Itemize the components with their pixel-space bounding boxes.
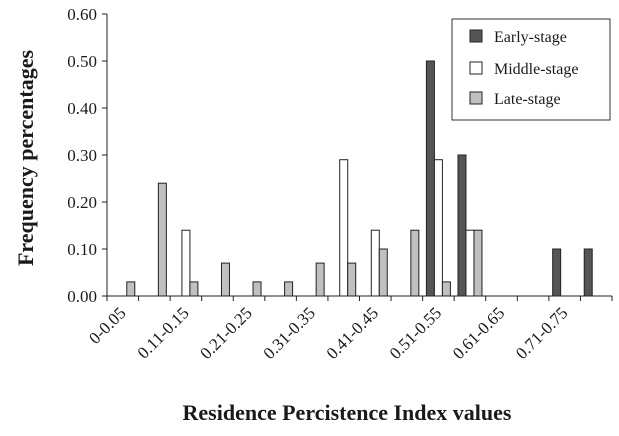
legend-swatch-early-stage [469,29,483,43]
bars [126,60,593,297]
bar-early-stage [425,60,435,297]
legend: Early-stage Middle-stage Late-stage [451,18,611,121]
x-tick-label: 0.41-0.45 [323,303,383,363]
y-tick-label: 0.40 [67,99,97,118]
bar-late-stage [284,281,294,297]
bar-late-stage [441,281,451,297]
bar-late-stage [473,229,483,297]
x-axis-title: Residence Percistence Index values [183,400,512,425]
y-tick-label: 0.10 [67,240,97,259]
x-tick-label: 0.61-0.65 [449,303,509,363]
bar-middle-stage [370,229,380,297]
bar-middle-stage [465,229,475,297]
y-tick-label: 0.30 [67,146,97,165]
y-tick-label: 0.50 [67,52,97,71]
bar-late-stage [410,229,420,297]
bar-late-stage [315,262,325,297]
bar-middle-stage [433,159,443,297]
bar-early-stage [583,248,593,297]
legend-swatch-middle-stage [469,61,483,75]
legend-label-middle-stage: Middle-stage [494,61,578,78]
x-tick-label: 0.71-0.75 [512,303,572,363]
bar-middle-stage [181,229,191,297]
bar-early-stage [457,154,467,297]
bar-early-stage [552,248,562,297]
x-tick-label: 0.21-0.25 [196,303,256,363]
bar-late-stage [347,262,357,297]
x-tick-label: 0.51-0.55 [386,303,446,363]
legend-label-early-stage: Early-stage [494,29,567,46]
bar-middle-stage [339,159,349,297]
legend-swatch-late-stage [469,91,483,105]
y-tick-label: 0.60 [67,5,97,24]
x-tick-label: 0.11-0.15 [134,303,193,362]
x-tick-label: 0-0.05 [85,303,129,347]
bar-late-stage [378,248,388,297]
bar-late-stage [157,182,167,297]
bar-late-stage [220,262,230,297]
bar-late-stage [189,281,199,297]
y-tick-label: 0.20 [67,193,97,212]
bar-late-stage [126,281,136,297]
y-tick-label: 0.00 [67,287,97,306]
y-axis-title: Frequency percentages [13,50,38,267]
bar-late-stage [252,281,262,297]
x-tick-label: 0.31-0.35 [259,303,319,363]
legend-label-late-stage: Late-stage [494,91,561,108]
